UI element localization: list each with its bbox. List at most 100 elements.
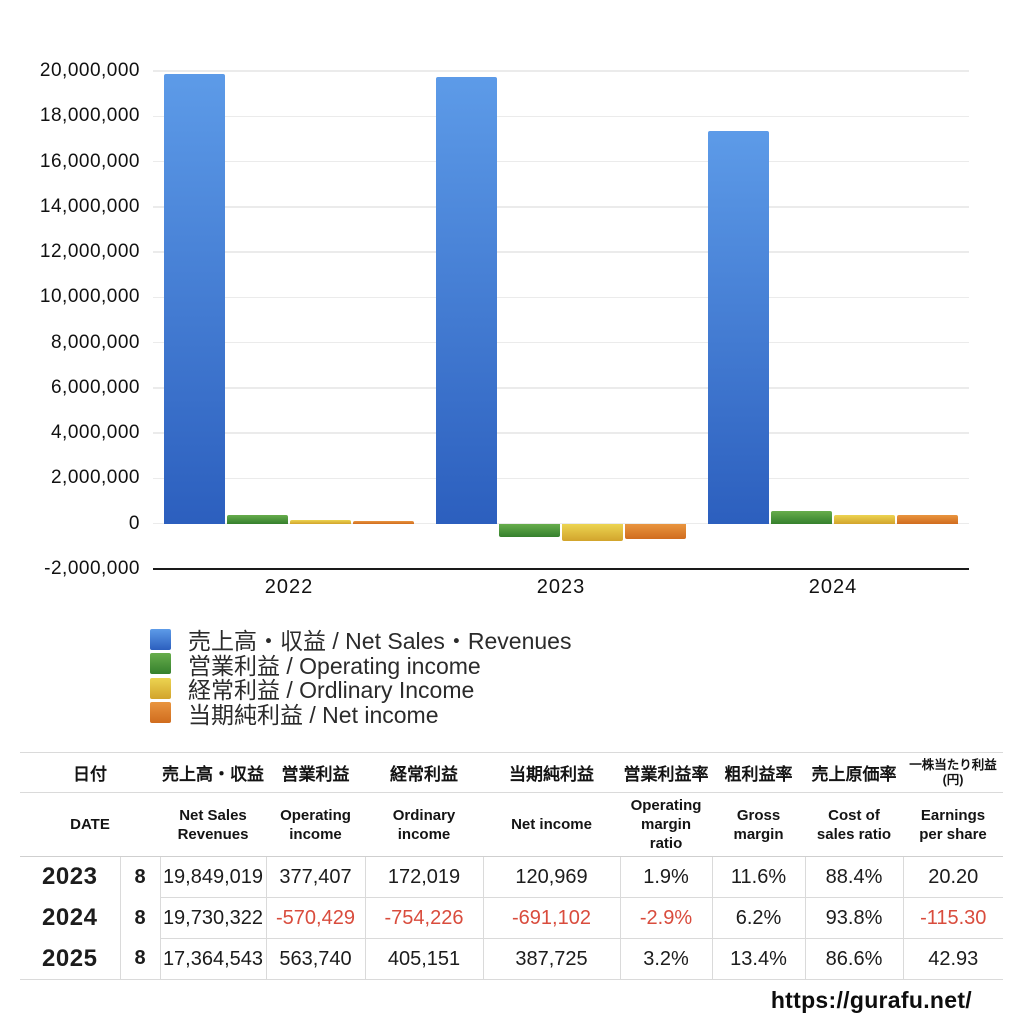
legend-item: 経常利益 / Ordlinary Income <box>150 676 571 703</box>
cell-value-3: -691,102 <box>483 897 621 939</box>
gridline <box>153 206 969 208</box>
bar-2023-series-0 <box>436 77 497 524</box>
cell-value-3: 120,969 <box>483 856 621 898</box>
bar-2024-series-1 <box>771 510 832 524</box>
cell-value-5: 13.4% <box>712 938 806 980</box>
cell-value-2: 405,151 <box>365 938 484 980</box>
table-header-en-8: Earnings per share <box>903 792 1003 857</box>
cell-value-2: 172,019 <box>365 856 484 898</box>
cell-value-4: 1.9% <box>620 856 713 898</box>
table-header-en-1: Net Sales Revenues <box>160 792 266 857</box>
y-axis-tick-label: 4,000,000 <box>50 422 140 444</box>
cell-month: 8 <box>120 856 161 898</box>
y-axis-tick-label: 6,000,000 <box>50 376 140 398</box>
y-axis-tick-label: 2,000,000 <box>50 467 140 489</box>
y-axis-tick-label: 16,000,000 <box>39 150 140 172</box>
cell-year: 2023 <box>20 856 121 898</box>
table-header-en-7: Cost of sales ratio <box>805 792 903 857</box>
gridline <box>153 296 969 299</box>
bar-2024-series-3 <box>897 514 958 524</box>
legend-swatch-icon <box>150 653 171 675</box>
y-axis-tick-label: 18,000,000 <box>39 105 140 127</box>
gridline <box>153 115 969 118</box>
bar-2022-series-2 <box>290 519 351 524</box>
cell-value-5: 6.2% <box>712 897 806 939</box>
legend-label: 当期純利益 / Net income <box>188 701 439 728</box>
table-header-jp-3: 経常利益 <box>365 752 483 793</box>
cell-month: 8 <box>120 938 161 980</box>
legend-item: 売上高・収益 / Net Sales・Revenues <box>150 627 571 654</box>
cell-month: 8 <box>120 897 161 939</box>
footer: https://gurafu.net/ <box>771 987 972 1014</box>
cell-value-0: 19,849,019 <box>160 856 267 898</box>
y-axis-tick-label: 10,000,000 <box>39 286 140 308</box>
x-axis-line <box>153 567 969 570</box>
table-header-jp-6: 粗利益率 <box>712 752 805 793</box>
bar-2023-series-2 <box>562 523 623 541</box>
cell-value-7: 42.93 <box>903 938 1003 980</box>
table-row-2023: 2023 8 19,849,019 377,407 172,019 120,969 1.9%… <box>20 856 1003 898</box>
legend-label: 売上高・収益 / Net Sales・Revenues <box>188 628 572 655</box>
legend-label: 経常利益 / Ordlinary Income <box>188 677 475 704</box>
gridline <box>153 70 969 72</box>
y-axis-tick-label: 8,000,000 <box>50 331 140 353</box>
table-header-en-4: Net income <box>483 792 620 857</box>
cell-value-0: 17,364,543 <box>160 938 267 980</box>
cell-value-6: 93.8% <box>805 897 904 939</box>
table-header-en-6: Gross margin <box>712 792 805 857</box>
y-axis-tick-label: -2,000,000 <box>44 557 140 579</box>
y-axis-tick-label: 20,000,000 <box>39 60 140 81</box>
table-row-2024: 2024 8 19,730,322 -570,429 -754,226 -691,102-… <box>20 897 1003 939</box>
table-header-en-2: Operating income <box>266 792 365 857</box>
table-header-en-3: Ordinary income <box>365 792 483 857</box>
bar-2024-series-0 <box>708 130 769 524</box>
grouped-bar-chart: 20,000,000 18,000,000 16,000,000 14,000,000… <box>39 60 969 598</box>
bar-2022-series-0 <box>164 74 225 524</box>
table-row-2025: 2025 8 17,364,543 563,740 405,151 387,725 3.2%… <box>20 938 1003 980</box>
cell-value-3: 387,725 <box>483 938 621 980</box>
cell-value-7: -115.30 <box>903 897 1003 939</box>
cell-value-7: 20.20 <box>928 865 979 888</box>
cell-value-1: 563,740 <box>266 938 366 980</box>
gridline <box>153 160 969 163</box>
cell-value-1: -570,429 <box>266 897 366 939</box>
legend-item: 営業利益 / Operating income <box>150 652 571 679</box>
legend-swatch-icon <box>150 702 171 724</box>
table-header-jp-8: 一株当たり利益 (円) <box>903 752 1003 793</box>
legend-label: 営業利益 / Operating income <box>188 652 481 679</box>
y-axis-tick-label: 12,000,000 <box>39 241 140 263</box>
table-header-jp-0: 日付 <box>20 752 160 793</box>
cell-value-4: -2.9% <box>620 897 713 939</box>
x-axis-label: 2023 <box>536 575 586 598</box>
gridline <box>153 477 969 480</box>
table-header-jp-2: 営業利益 <box>266 752 365 793</box>
bar-2023-series-1 <box>499 523 560 537</box>
bar-2022-series-1 <box>227 515 288 524</box>
chart-legend: 売上高・収益 / Net Sales・Revenues 営業利益 / Operat… <box>150 627 571 728</box>
table-header-jp-5: 営業利益率 <box>620 752 712 793</box>
table-header-jp-1: 売上高・収益 <box>160 752 266 793</box>
financial-results-table: 日付 売上高・収益 営業利益 経常利益 当期純利益 営業利益率 粗利益率 売上原価率 一株当たり… <box>20 752 1003 980</box>
table-header-jp-7: 売上原価率 <box>805 752 903 793</box>
legend-swatch-icon <box>150 628 171 650</box>
bar-2024-series-2 <box>834 514 895 524</box>
gridline <box>153 341 969 344</box>
cell-value-0: 19,730,322 <box>160 897 267 939</box>
gridline <box>153 251 969 253</box>
gridline <box>153 387 969 389</box>
gridline <box>153 522 969 525</box>
y-axis-tick-label: 0 <box>128 512 140 534</box>
cell-year: 2025 <box>20 938 121 980</box>
table-header-en-5: Operating margin ratio <box>620 792 712 857</box>
x-axis-label: 2024 <box>808 575 858 598</box>
cell-value-2: -754,226 <box>365 897 484 939</box>
table-header-jp-4: 当期純利益 <box>483 752 620 793</box>
cell-value-4: 3.2% <box>620 938 713 980</box>
cell-year: 2024 <box>20 897 121 939</box>
cell-value-6: 86.6% <box>805 938 904 980</box>
cell-value-1: 377,407 <box>266 856 366 898</box>
bar-2022-series-3 <box>353 520 414 524</box>
cell-value-5: 11.6% <box>712 856 806 898</box>
legend-swatch-icon <box>150 677 171 699</box>
